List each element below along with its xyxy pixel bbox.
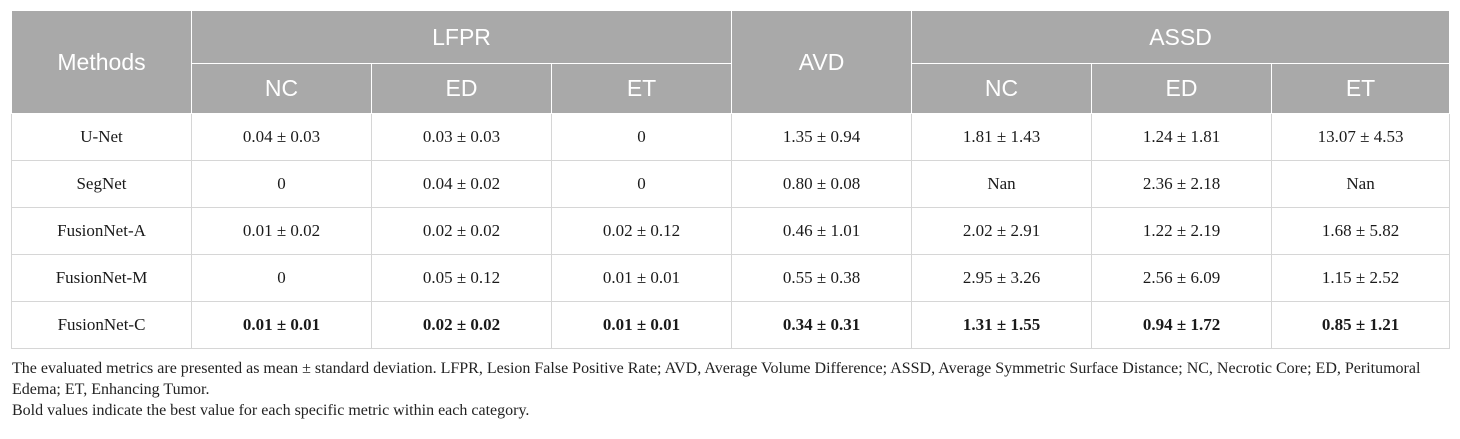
results-table-container: Methods LFPR AVD ASSD NC ED ET NC ED ET …	[11, 10, 1451, 349]
header-assd: ASSD	[911, 10, 1451, 64]
method-cell: FusionNet-M	[11, 254, 192, 302]
header-lfpr-et: ET	[550, 63, 733, 114]
value-cell: 2.36 ± 2.18	[1091, 160, 1273, 208]
method-cell: SegNet	[11, 160, 192, 208]
value-cell: 0.04 ± 0.03	[191, 113, 372, 161]
header-avd: AVD	[731, 10, 913, 114]
best-value-cell: 1.31 ± 1.55	[911, 301, 1093, 349]
footnote-bold-explanation: Bold values indicate the best value for …	[12, 402, 530, 419]
best-value-cell: 0.94 ± 1.72	[1091, 301, 1273, 349]
value-cell: 1.22 ± 2.19	[1091, 207, 1273, 255]
header-assd-ed: ED	[1091, 63, 1273, 114]
value-cell: 2.95 ± 3.26	[911, 254, 1093, 302]
best-value-cell: 0.01 ± 0.01	[550, 301, 733, 349]
best-value-cell: 0.02 ± 0.02	[371, 301, 552, 349]
value-cell: 1.35 ± 0.94	[731, 113, 913, 161]
best-value-cell: 0.85 ± 1.21	[1271, 301, 1451, 349]
results-table: Methods LFPR AVD ASSD NC ED ET NC ED ET …	[11, 10, 1451, 349]
header-methods: Methods	[11, 10, 192, 114]
value-cell: 1.24 ± 1.81	[1091, 113, 1273, 161]
footnote-abbreviations: The evaluated metrics are presented as m…	[12, 360, 1421, 398]
value-cell: 0	[550, 160, 733, 208]
value-cell: 0	[191, 254, 372, 302]
value-cell: 0.01 ± 0.01	[550, 254, 733, 302]
table-row: FusionNet-M 0 0.05 ± 0.12 0.01 ± 0.01 0.…	[11, 254, 1451, 302]
header-assd-et: ET	[1271, 63, 1451, 114]
table-row: U-Net 0.04 ± 0.03 0.03 ± 0.03 0 1.35 ± 0…	[11, 113, 1451, 161]
value-cell: 1.81 ± 1.43	[911, 113, 1093, 161]
value-cell: 0	[191, 160, 372, 208]
value-cell: 0.46 ± 1.01	[731, 207, 913, 255]
value-cell: 0	[550, 113, 733, 161]
table-footnotes: The evaluated metrics are presented as m…	[12, 358, 1452, 421]
method-cell: FusionNet-C	[11, 301, 192, 349]
header-lfpr: LFPR	[190, 10, 733, 64]
value-cell: 0.02 ± 0.02	[371, 207, 552, 255]
header-lfpr-nc: NC	[191, 63, 372, 114]
value-cell: Nan	[1271, 160, 1451, 208]
method-cell: U-Net	[11, 113, 192, 161]
value-cell: 13.07 ± 4.53	[1271, 113, 1451, 161]
value-cell: 2.02 ± 2.91	[911, 207, 1093, 255]
table-row: SegNet 0 0.04 ± 0.02 0 0.80 ± 0.08 Nan 2…	[11, 160, 1451, 208]
value-cell: 1.15 ± 2.52	[1271, 254, 1451, 302]
value-cell: 0.04 ± 0.02	[371, 160, 552, 208]
best-value-cell: 0.01 ± 0.01	[191, 301, 372, 349]
value-cell: 2.56 ± 6.09	[1091, 254, 1273, 302]
value-cell: 0.02 ± 0.12	[550, 207, 733, 255]
value-cell: 0.55 ± 0.38	[731, 254, 913, 302]
best-value-cell: 0.34 ± 0.31	[731, 301, 913, 349]
value-cell: 1.68 ± 5.82	[1271, 207, 1451, 255]
value-cell: 0.03 ± 0.03	[371, 113, 552, 161]
table-row: FusionNet-C 0.01 ± 0.01 0.02 ± 0.02 0.01…	[11, 301, 1451, 349]
value-cell: 0.80 ± 0.08	[731, 160, 913, 208]
value-cell: 0.01 ± 0.02	[191, 207, 372, 255]
method-cell: FusionNet-A	[11, 207, 192, 255]
header-assd-nc: NC	[911, 63, 1093, 114]
header-lfpr-ed: ED	[371, 63, 552, 114]
table-row: FusionNet-A 0.01 ± 0.02 0.02 ± 0.02 0.02…	[11, 207, 1451, 255]
value-cell: 0.05 ± 0.12	[371, 254, 552, 302]
value-cell: Nan	[911, 160, 1093, 208]
